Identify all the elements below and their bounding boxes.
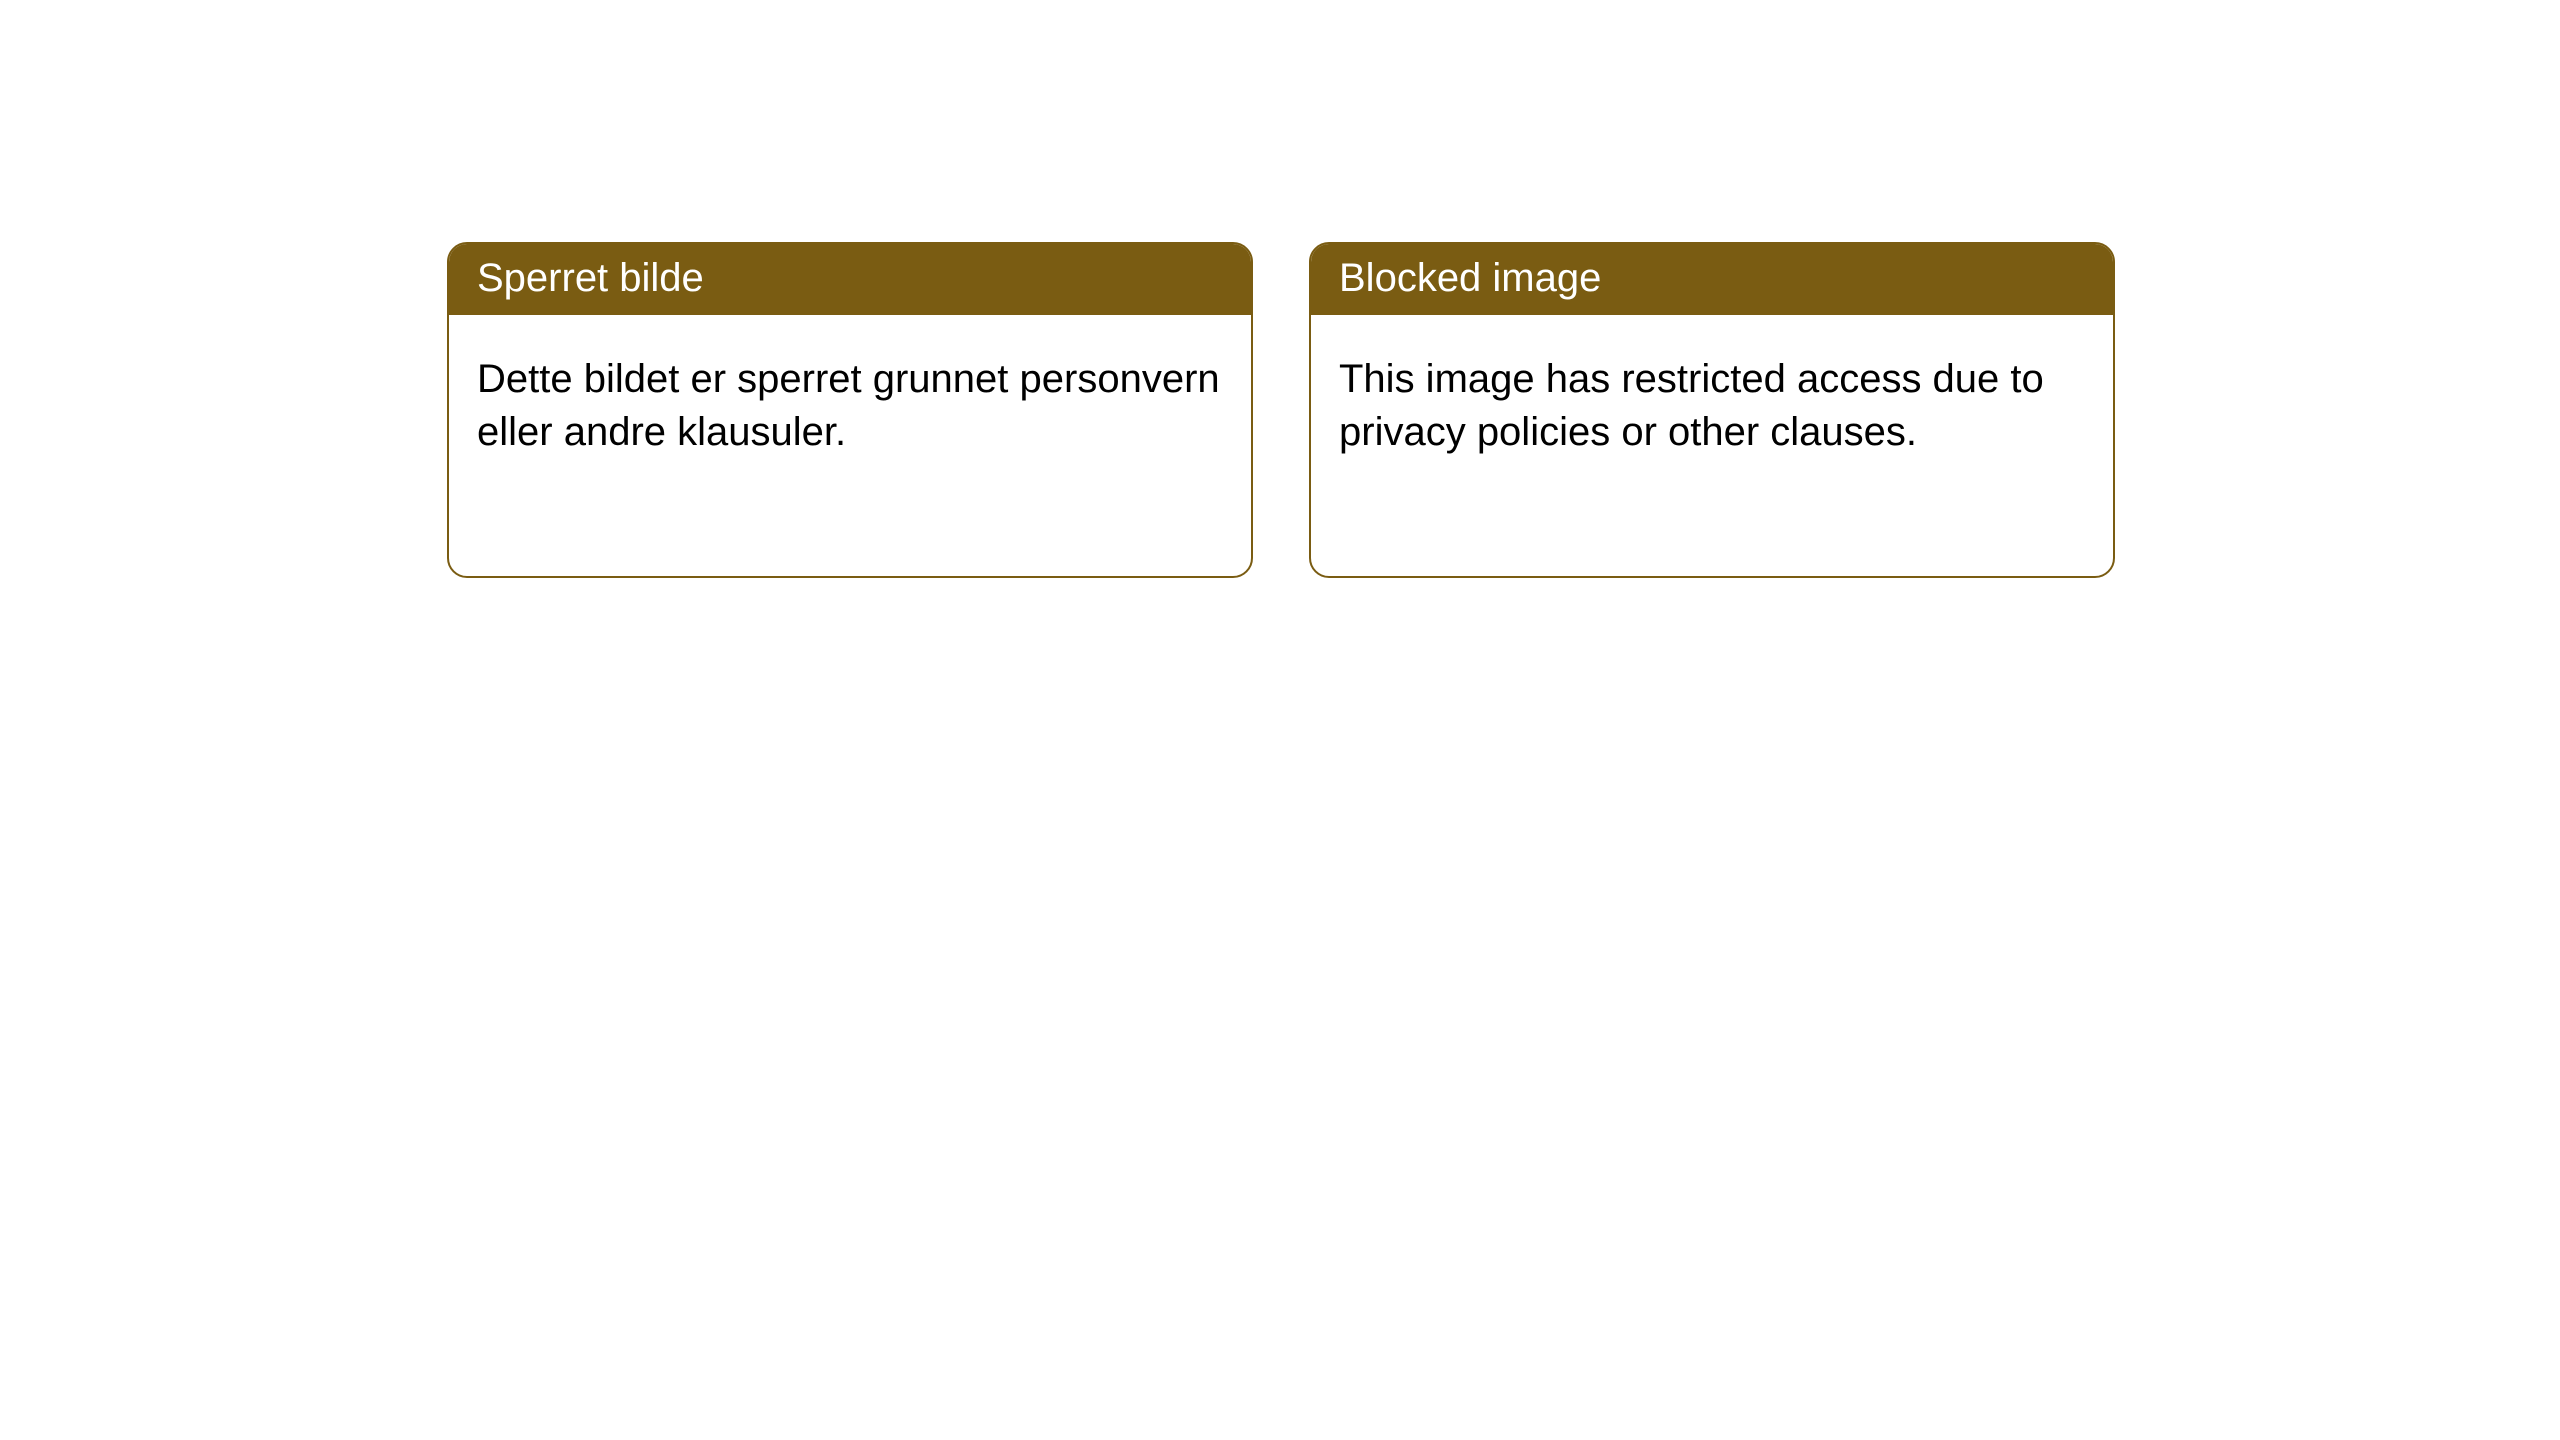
notice-card-body: Dette bildet er sperret grunnet personve… (449, 315, 1251, 497)
notice-card-body: This image has restricted access due to … (1311, 315, 2113, 497)
notice-card-english: Blocked image This image has restricted … (1309, 242, 2115, 578)
notice-card-norwegian: Sperret bilde Dette bildet er sperret gr… (447, 242, 1253, 578)
notice-card-title: Blocked image (1311, 244, 2113, 315)
notice-cards-container: Sperret bilde Dette bildet er sperret gr… (447, 242, 2115, 578)
notice-card-title: Sperret bilde (449, 244, 1251, 315)
